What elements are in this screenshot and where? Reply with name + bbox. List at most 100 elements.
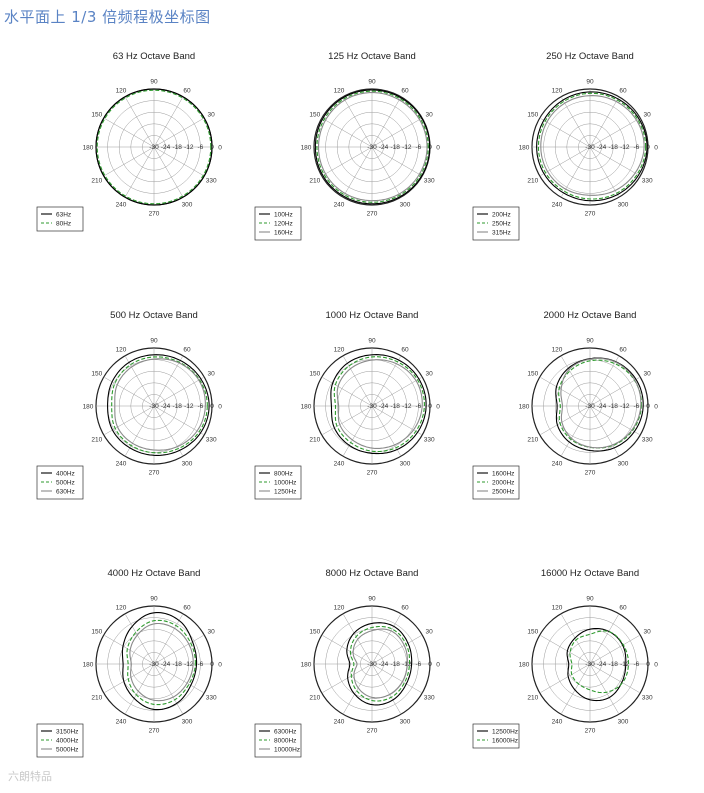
radial-tick-label: -18 xyxy=(390,403,400,410)
angle-tick-label: 180 xyxy=(519,145,530,152)
legend-label: 4000Hz xyxy=(56,737,78,744)
legend-box xyxy=(36,723,84,758)
radial-tick-label: -6 xyxy=(634,661,640,668)
grid-spoke xyxy=(124,613,155,665)
grid-spoke xyxy=(153,355,184,407)
angle-tick-label: 90 xyxy=(150,338,158,345)
polar-chart-4: 500 Hz Octave Band9060300330300270240210… xyxy=(36,310,222,500)
angle-tick-label: 150 xyxy=(309,112,320,119)
angle-tick-label: 180 xyxy=(83,404,94,411)
angle-tick-label: 90 xyxy=(586,79,594,86)
angle-tick-label: 210 xyxy=(309,178,320,185)
grid-spoke xyxy=(371,663,423,694)
angle-tick-label: 90 xyxy=(150,596,158,603)
grid-spoke xyxy=(560,405,591,457)
legend: 1600Hz 2000Hz 2500Hz xyxy=(472,465,520,500)
legend-label: 12500Hz xyxy=(492,728,518,735)
polar-chart-3: 250 Hz Octave Band9060300330300270240210… xyxy=(472,51,658,241)
grid-spoke xyxy=(124,355,155,407)
radial-tick-label: -18 xyxy=(608,144,618,151)
angle-tick-label: 240 xyxy=(552,461,563,468)
angle-tick-label: 60 xyxy=(401,346,409,353)
angle-tick-label: 330 xyxy=(424,695,435,702)
angle-tick-label: 210 xyxy=(527,695,538,702)
radial-tick-label: -30 xyxy=(149,144,159,151)
series-630Hz xyxy=(114,358,206,451)
legend-label: 630Hz xyxy=(56,488,75,495)
angle-tick-label: 120 xyxy=(552,87,563,94)
angle-tick-label: 330 xyxy=(206,178,217,185)
radial-tick-label: -30 xyxy=(367,661,377,668)
grid-spoke xyxy=(539,405,591,436)
angle-tick-label: 0 xyxy=(654,145,658,152)
legend-box xyxy=(36,206,84,232)
grid-spoke xyxy=(371,376,423,407)
radial-tick-label: -30 xyxy=(367,403,377,410)
grid-spoke xyxy=(539,146,591,177)
angle-tick-label: 30 xyxy=(208,629,216,636)
radial-tick-label: -18 xyxy=(390,661,400,668)
angle-tick-label: 300 xyxy=(182,461,193,468)
series-400Hz xyxy=(107,354,210,456)
grid-spoke xyxy=(342,405,373,457)
angle-tick-label: 240 xyxy=(116,461,127,468)
grid-spoke xyxy=(321,663,373,694)
series-2000Hz xyxy=(558,359,642,449)
grid-spoke xyxy=(589,376,641,407)
angle-tick-label: 180 xyxy=(301,145,312,152)
radial-tick-label: -6 xyxy=(198,661,204,668)
angle-tick-label: 300 xyxy=(400,461,411,468)
grid-spoke xyxy=(124,96,155,148)
grid-spoke xyxy=(539,663,591,694)
legend-label: 80Hz xyxy=(56,220,71,227)
grid-spoke xyxy=(371,146,402,198)
angle-tick-label: 0 xyxy=(654,662,658,669)
angle-tick-label: 300 xyxy=(618,719,629,726)
angle-tick-label: 60 xyxy=(401,604,409,611)
angle-tick-label: 300 xyxy=(182,719,193,726)
radial-tick-label: -24 xyxy=(597,403,607,410)
angle-tick-label: 0 xyxy=(436,404,440,411)
angle-tick-label: 240 xyxy=(334,202,345,209)
radial-tick-label: -18 xyxy=(172,144,182,151)
angle-tick-label: 270 xyxy=(367,470,378,477)
grid-spoke xyxy=(589,355,620,407)
legend-label: 250Hz xyxy=(492,220,511,227)
grid-spoke xyxy=(371,634,423,665)
angle-tick-label: 120 xyxy=(552,604,563,611)
angle-tick-label: 120 xyxy=(116,87,127,94)
grid-spoke xyxy=(153,634,205,665)
angle-tick-label: 270 xyxy=(367,728,378,735)
legend: 800Hz 1000Hz 1250Hz xyxy=(254,465,302,500)
angle-tick-label: 300 xyxy=(182,202,193,209)
angle-tick-label: 270 xyxy=(149,211,160,218)
series-200Hz xyxy=(536,91,648,202)
watermark: 六朗特品 xyxy=(8,770,52,783)
radial-tick-label: -12 xyxy=(620,661,630,668)
series-80Hz xyxy=(96,89,212,205)
radial-tick-label: -12 xyxy=(184,144,194,151)
radial-tick-label: -6 xyxy=(634,403,640,410)
grid-spoke xyxy=(589,405,620,457)
grid-spoke xyxy=(124,663,155,715)
angle-tick-label: 300 xyxy=(618,202,629,209)
grid-spoke xyxy=(589,146,620,198)
radial-tick-label: -30 xyxy=(149,661,159,668)
series-8000Hz xyxy=(349,625,411,702)
angle-tick-label: 150 xyxy=(91,371,102,378)
grid-spoke xyxy=(560,146,591,198)
radial-tick-label: -12 xyxy=(184,661,194,668)
angle-tick-label: 60 xyxy=(183,604,191,611)
grid-spoke xyxy=(153,405,205,436)
radial-tick-label: -30 xyxy=(367,144,377,151)
angle-tick-label: 120 xyxy=(334,346,345,353)
legend-box xyxy=(254,465,302,500)
grid-spoke xyxy=(589,634,641,665)
legend-label: 160Hz xyxy=(274,229,293,236)
grid-spoke xyxy=(371,405,423,436)
angle-tick-label: 90 xyxy=(586,338,594,345)
series-315Hz xyxy=(540,95,645,196)
legend-label: 400Hz xyxy=(56,470,75,477)
radial-tick-label: 0 xyxy=(646,144,650,151)
radial-tick-label: -24 xyxy=(597,661,607,668)
